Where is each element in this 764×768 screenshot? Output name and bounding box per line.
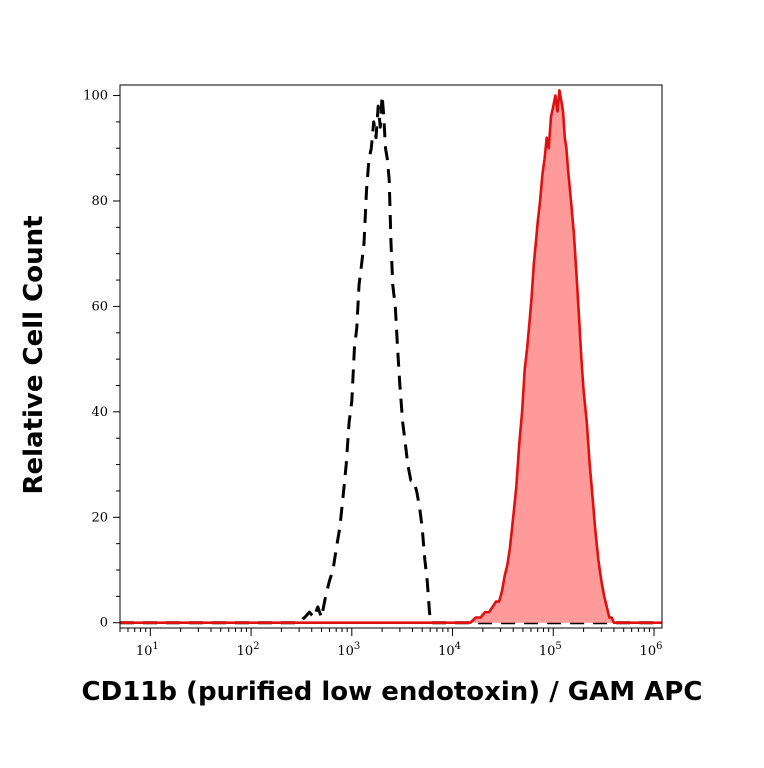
sample-histogram-line <box>120 89 662 624</box>
y-tick-label: 40 <box>91 405 108 420</box>
y-tick-label: 0 <box>100 616 108 631</box>
x-tick-label: 101 <box>136 641 159 659</box>
y-tick-label: 20 <box>91 510 108 525</box>
x-tick-label: 103 <box>337 641 360 659</box>
y-tick-label: 100 <box>83 89 108 104</box>
x-tick-label: 106 <box>640 641 663 659</box>
x-tick-label: 102 <box>237 641 260 659</box>
x-tick-label: 104 <box>438 641 461 659</box>
isotype-histogram-line <box>120 94 662 625</box>
x-tick-label: 105 <box>539 641 562 659</box>
y-tick-label: 60 <box>91 299 108 314</box>
x-axis-label: CD11b (purified low endotoxin) / GAM APC <box>82 677 703 707</box>
plot-frame <box>119 84 663 629</box>
sample-histogram-fill <box>120 90 662 623</box>
y-tick-label: 80 <box>91 194 108 209</box>
y-axis-label: Relative Cell Count <box>19 215 49 494</box>
